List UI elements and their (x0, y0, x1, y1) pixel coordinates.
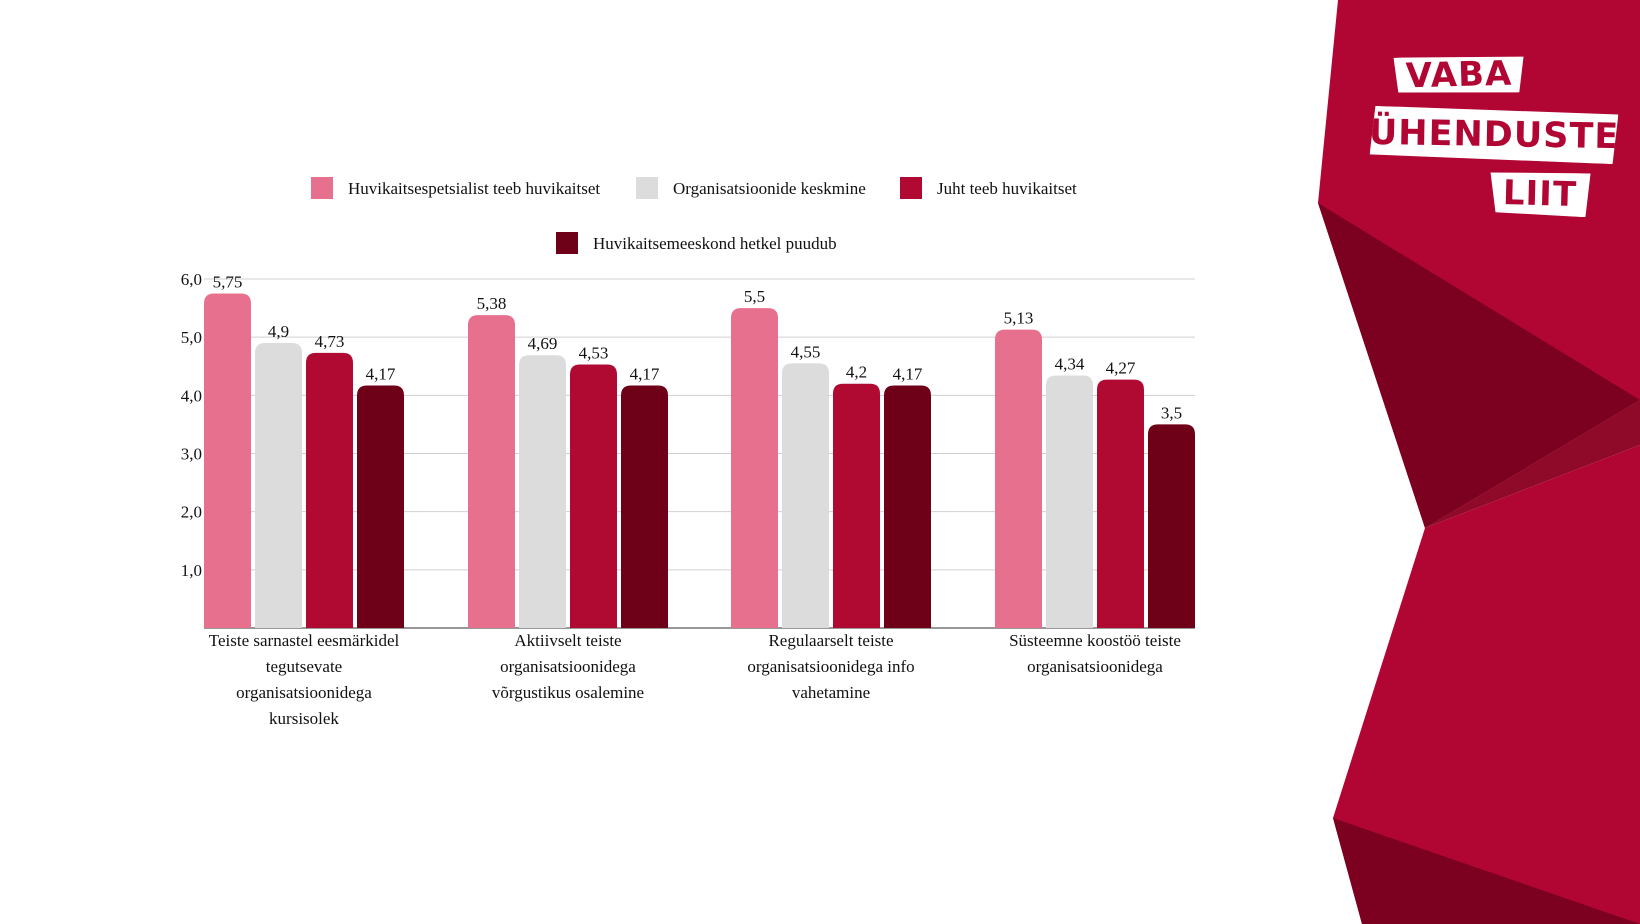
y-tick-label: 5,0 (181, 328, 202, 347)
bar-value-label: 4,2 (846, 363, 867, 382)
bar (1097, 379, 1144, 628)
bar (995, 329, 1042, 628)
y-tick-label: 6,0 (181, 270, 202, 289)
bar-value-label: 4,55 (791, 342, 821, 361)
bar (1046, 375, 1093, 628)
chart-x-axis: Teiste sarnastel eesmärkidel tegutsevate o… (209, 631, 1181, 728)
bar-value-label: 4,69 (528, 334, 558, 353)
chart-bars: 5,75 4,9 4,73 4,17 5,38 4,69 4,53 4,17 5,5 4,55 4,… (204, 273, 1195, 628)
bar (357, 385, 404, 628)
legend-label: Huvikaitsespetsialist teeb huvikaitset (348, 179, 600, 198)
bar-value-label: 4,34 (1055, 355, 1085, 374)
legend-swatch (636, 177, 658, 199)
x-category-label: Regulaarselt teiste organisatsioonidega i… (747, 631, 914, 702)
legend-label: Huvikaitsemeeskond hetkel puudub (593, 234, 837, 253)
x-category-label: Teiste sarnastel eesmärkidel tegutsevate o… (209, 631, 400, 728)
bar-value-label: 4,73 (315, 332, 345, 351)
bar-value-label: 4,27 (1106, 359, 1136, 378)
bar (519, 355, 566, 628)
y-tick-label: 3,0 (181, 445, 202, 464)
bar-value-label: 4,17 (366, 364, 396, 383)
bar (570, 364, 617, 628)
bar (782, 363, 829, 628)
bar-value-label: 5,38 (477, 294, 507, 313)
bar-value-label: 5,5 (744, 287, 765, 306)
bar-value-label: 4,9 (268, 322, 289, 341)
x-category-label: Süsteemne koostöö teiste organisatsioonid… (1009, 631, 1181, 676)
bar (884, 385, 931, 628)
bar (621, 385, 668, 628)
bar-value-label: 4,53 (579, 344, 609, 363)
legend-swatch (900, 177, 922, 199)
chart-y-axis: 1,0 2,0 3,0 4,0 5,0 6,0 (181, 270, 202, 580)
y-tick-label: 2,0 (181, 503, 202, 522)
bar-value-label: 4,17 (893, 364, 923, 383)
bar (306, 352, 353, 628)
y-tick-label: 1,0 (181, 561, 202, 580)
bar (468, 315, 515, 628)
bar (833, 383, 880, 628)
y-tick-label: 4,0 (181, 386, 202, 405)
legend-swatch (311, 177, 333, 199)
bar-value-label: 5,75 (213, 273, 243, 292)
bar-value-label: 5,13 (1004, 309, 1034, 328)
legend-swatch (556, 232, 578, 254)
bar (731, 308, 778, 628)
bar (1148, 424, 1195, 628)
legend-label: Organisatsioonide keskmine (673, 179, 866, 198)
brand-shard-top-dark (1318, 203, 1640, 528)
brand-panel-bottom (1333, 445, 1640, 924)
bar-value-label: 3,5 (1161, 403, 1182, 422)
bar (204, 293, 251, 628)
brand-shard-bottom-dark (1333, 818, 1640, 924)
bar-value-label: 4,17 (630, 364, 660, 383)
brand-shard-mid (1425, 400, 1640, 528)
legend-label: Juht teeb huvikaitset (937, 179, 1077, 198)
x-category-label: Aktiivselt teiste organisatsioonidega võrg… (492, 631, 644, 702)
bar (255, 342, 302, 628)
chart-legend: Huvikaitsespetsialist teeb huvikaitset Or… (311, 177, 1077, 254)
